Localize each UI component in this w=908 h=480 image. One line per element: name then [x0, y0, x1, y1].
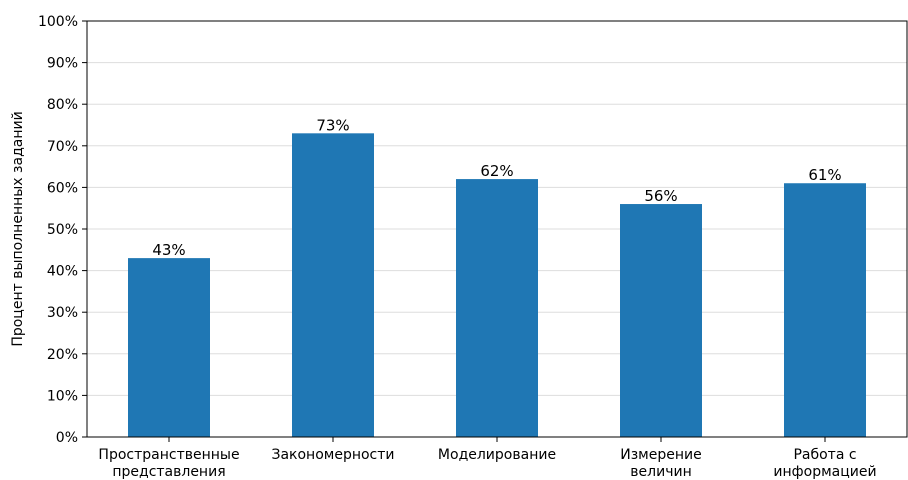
- y-tick-label: 20%: [47, 347, 78, 363]
- y-tick-label: 40%: [47, 264, 78, 280]
- bars: [128, 133, 866, 437]
- y-tick-label: 50%: [47, 222, 78, 238]
- x-tick-label: Работа с информацией: [773, 447, 876, 480]
- x-tick-label: Моделирование: [438, 447, 556, 463]
- bar: [128, 258, 210, 437]
- bar: [292, 133, 374, 437]
- bar: [456, 179, 538, 437]
- plot-frame: [86, 20, 908, 438]
- bar-value-label: 61%: [808, 166, 841, 184]
- y-tick-label: 80%: [47, 97, 78, 113]
- y-axis-title: Процент выполненных заданий: [10, 111, 26, 346]
- x-tick-label: Закономерности: [271, 447, 394, 463]
- y-tick-label: 0%: [56, 430, 78, 446]
- bar-value-label: 56%: [644, 187, 677, 205]
- data-labels: 43% 73% 62% 56% 61%: [152, 116, 841, 259]
- y-tick-label: 60%: [47, 180, 78, 196]
- y-tick-label: 90%: [47, 56, 78, 72]
- y-axis: 0% 10% 20% 30% 40% 50% 60% 70% 80% 90% 100%: [38, 14, 87, 446]
- bar-value-label: 43%: [152, 241, 185, 259]
- bar: [784, 183, 866, 437]
- x-tick-label: Измерение величин: [620, 447, 701, 480]
- bar-value-label: 62%: [480, 162, 513, 180]
- y-tick-label: 70%: [47, 139, 78, 155]
- x-tick-label: Пространственные представления: [98, 447, 239, 480]
- x-axis: Пространственные представления Закономерно…: [86, 20, 908, 480]
- bar-value-label: 73%: [316, 116, 349, 134]
- bar: [620, 204, 702, 437]
- y-tick-label: 30%: [47, 305, 78, 321]
- y-tick-label: 100%: [38, 14, 78, 30]
- y-tick-label: 10%: [47, 388, 78, 404]
